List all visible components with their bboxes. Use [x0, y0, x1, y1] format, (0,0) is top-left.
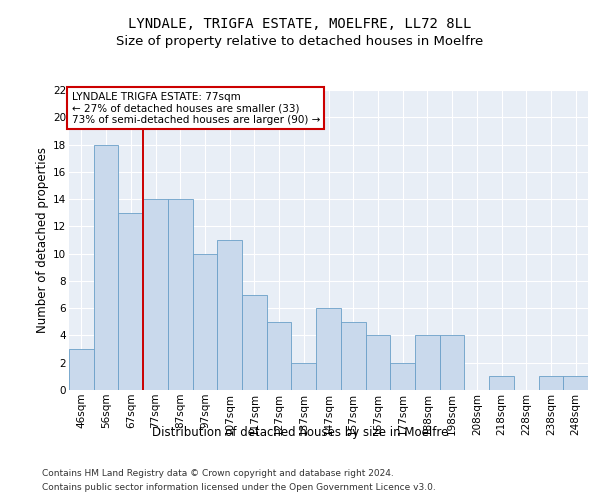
- Bar: [415, 336, 440, 390]
- Bar: [267, 322, 292, 390]
- Bar: [365, 336, 390, 390]
- Bar: [143, 199, 168, 390]
- Bar: [563, 376, 588, 390]
- Bar: [341, 322, 365, 390]
- Bar: [118, 212, 143, 390]
- Text: Distribution of detached houses by size in Moelfre: Distribution of detached houses by size …: [152, 426, 448, 439]
- Y-axis label: Number of detached properties: Number of detached properties: [36, 147, 49, 333]
- Text: LYNDALE TRIGFA ESTATE: 77sqm
← 27% of detached houses are smaller (33)
73% of se: LYNDALE TRIGFA ESTATE: 77sqm ← 27% of de…: [71, 92, 320, 124]
- Bar: [390, 362, 415, 390]
- Bar: [292, 362, 316, 390]
- Text: Size of property relative to detached houses in Moelfre: Size of property relative to detached ho…: [116, 35, 484, 48]
- Text: Contains HM Land Registry data © Crown copyright and database right 2024.: Contains HM Land Registry data © Crown c…: [42, 468, 394, 477]
- Bar: [94, 144, 118, 390]
- Bar: [440, 336, 464, 390]
- Bar: [489, 376, 514, 390]
- Bar: [539, 376, 563, 390]
- Text: LYNDALE, TRIGFA ESTATE, MOELFRE, LL72 8LL: LYNDALE, TRIGFA ESTATE, MOELFRE, LL72 8L…: [128, 18, 472, 32]
- Bar: [193, 254, 217, 390]
- Bar: [69, 349, 94, 390]
- Bar: [217, 240, 242, 390]
- Text: Contains public sector information licensed under the Open Government Licence v3: Contains public sector information licen…: [42, 484, 436, 492]
- Bar: [316, 308, 341, 390]
- Bar: [168, 199, 193, 390]
- Bar: [242, 294, 267, 390]
